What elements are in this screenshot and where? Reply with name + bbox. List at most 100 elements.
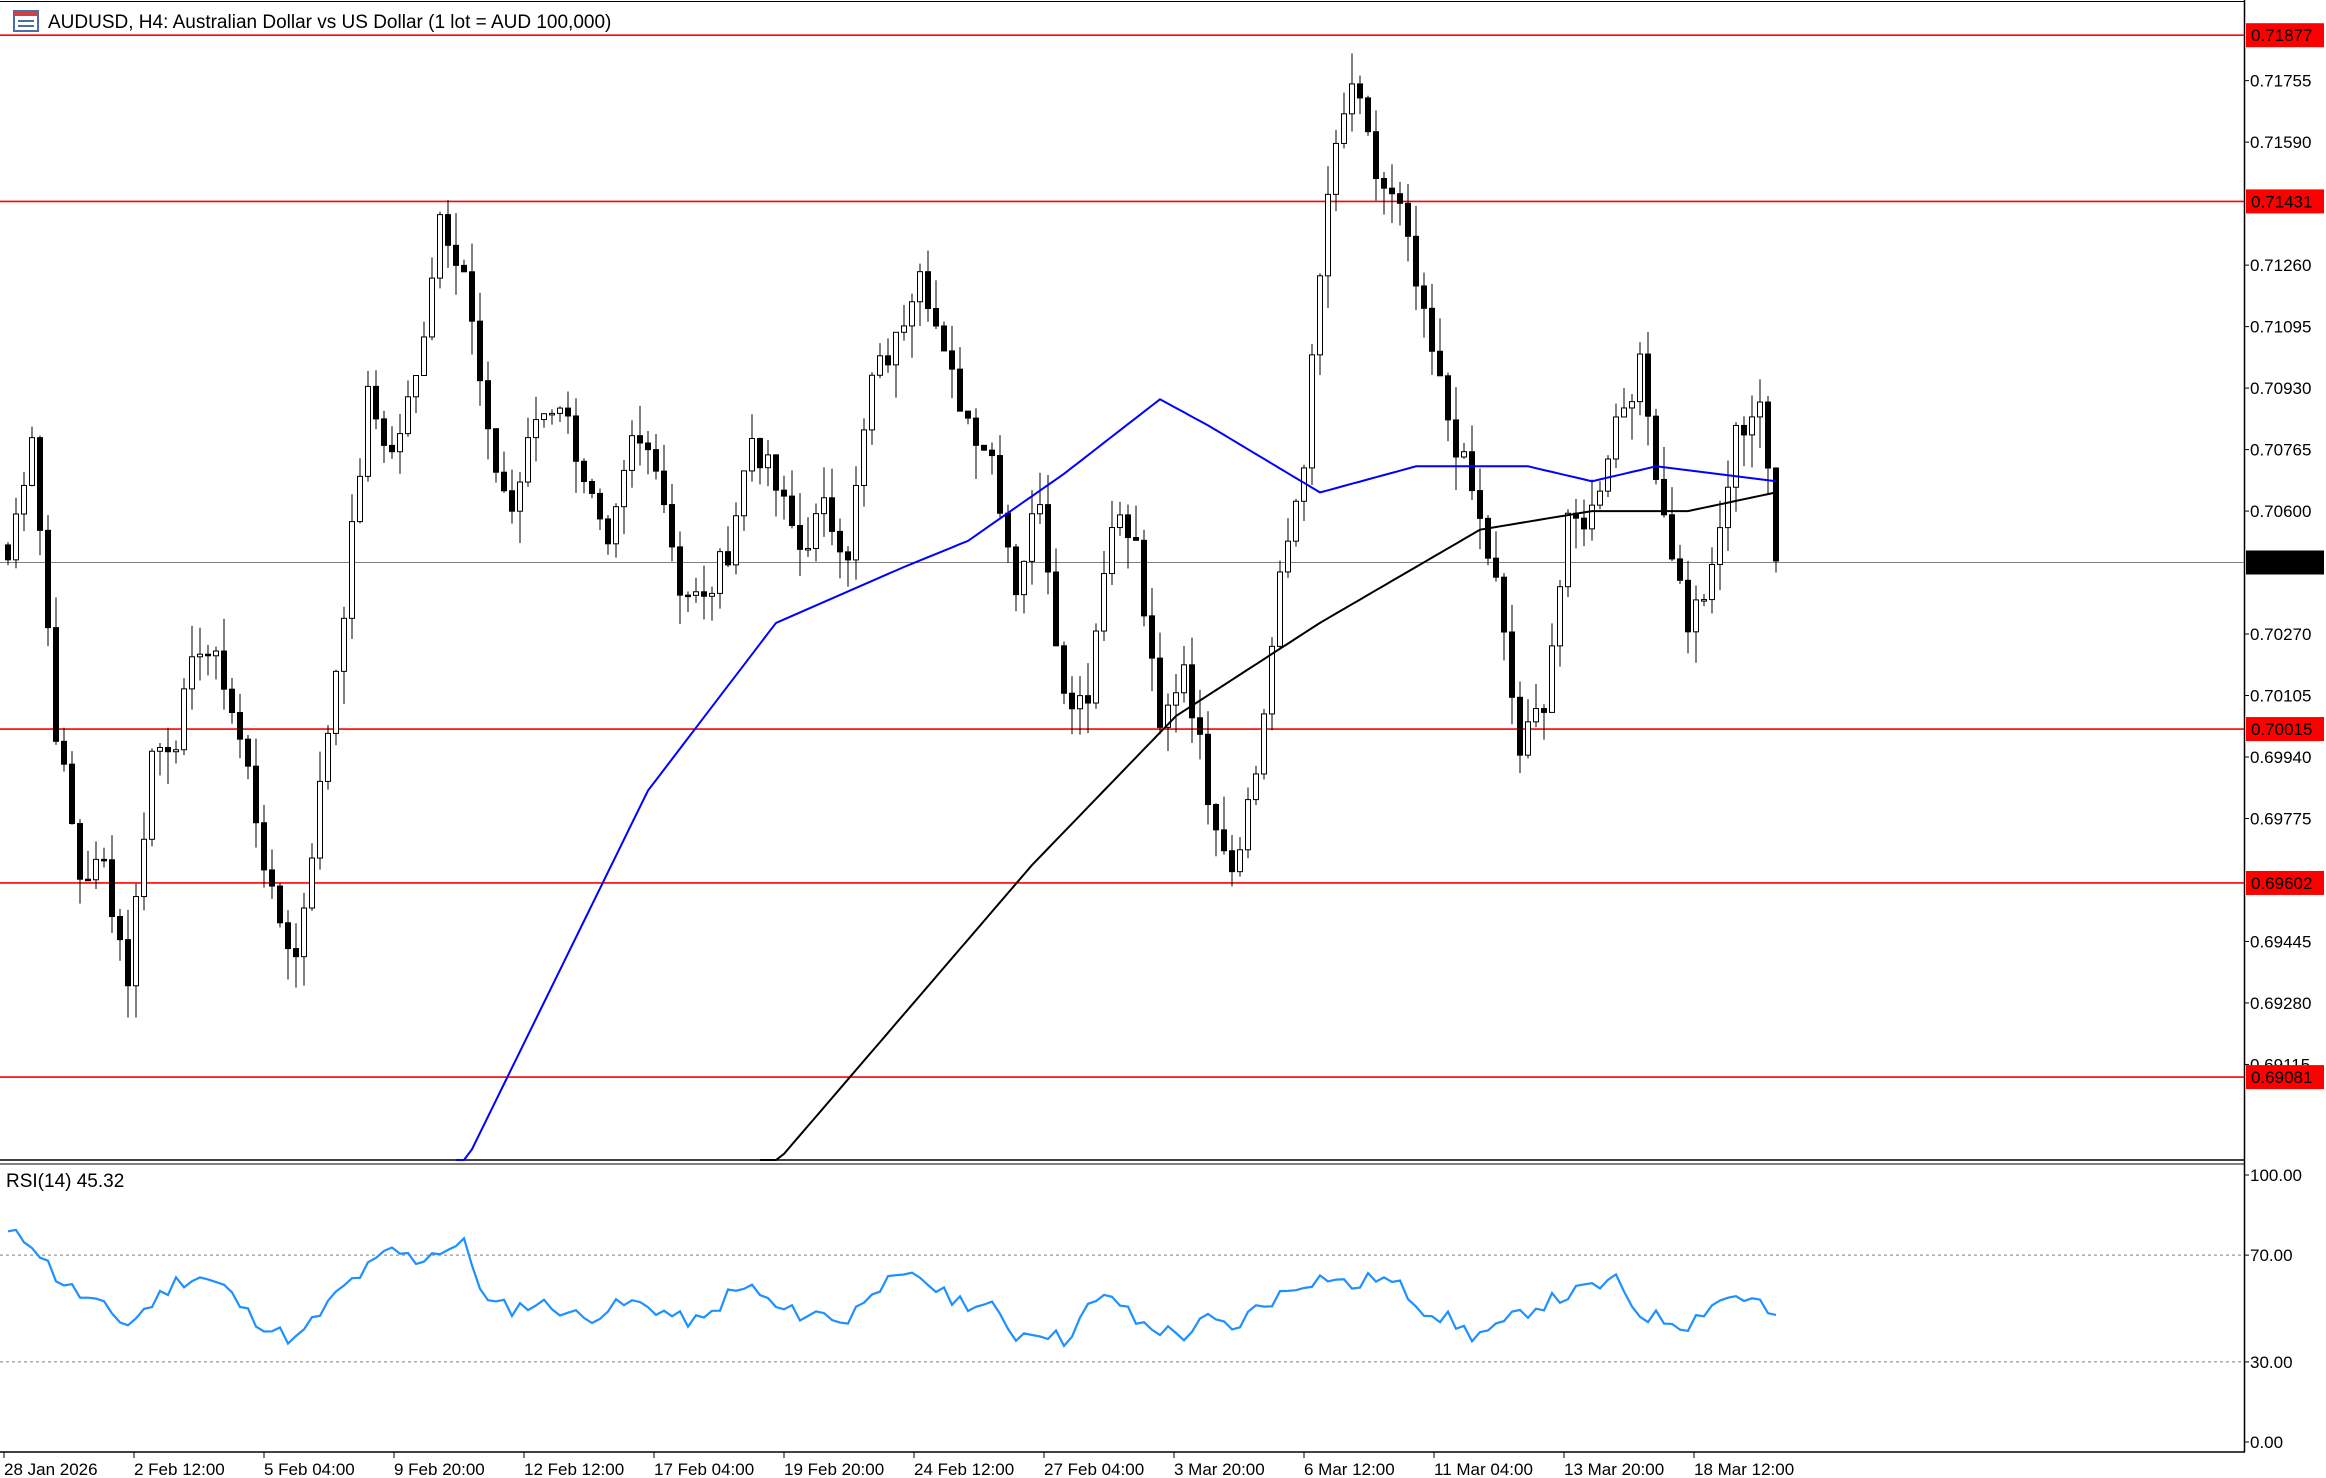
candle-bear xyxy=(501,471,507,492)
candle-bull xyxy=(141,838,147,898)
candle-bear xyxy=(453,244,459,266)
candle-bear xyxy=(69,763,75,825)
rsi-tick-label: 30.00 xyxy=(2250,1353,2293,1372)
candle-bull xyxy=(357,475,363,523)
candle-bull xyxy=(1333,142,1339,195)
candle-bear xyxy=(757,438,763,469)
candle-bear xyxy=(117,916,123,941)
candle-bull xyxy=(917,271,923,303)
rsi-tick-label: 100.00 xyxy=(2250,1166,2302,1185)
candle-bear xyxy=(677,546,683,596)
candle-bear xyxy=(293,948,299,958)
candle-bear xyxy=(53,627,59,742)
candles xyxy=(5,53,1779,1018)
candle-bear xyxy=(1221,829,1227,852)
candle-bull xyxy=(1109,527,1115,575)
candle-bear xyxy=(125,939,131,987)
candle-bull xyxy=(525,437,531,483)
candle-bear xyxy=(1157,657,1163,728)
candle-bull xyxy=(733,515,739,566)
candle-bull xyxy=(621,469,627,508)
candle-bear xyxy=(589,480,595,494)
candle-bear xyxy=(485,380,491,430)
candle-bear xyxy=(1373,131,1379,180)
candle-bear xyxy=(85,878,91,882)
candle-bull xyxy=(333,670,339,734)
candle-bull xyxy=(21,484,27,515)
candle-bull xyxy=(1309,354,1315,469)
candle-bear xyxy=(1429,307,1435,352)
time-tick-label: 13 Mar 20:00 xyxy=(1564,1460,1664,1478)
candle-bull xyxy=(421,336,427,377)
candle-bear xyxy=(1669,514,1675,560)
candle-bear xyxy=(1149,615,1155,659)
level-label: 0.70015 xyxy=(2251,720,2312,739)
candle-bull xyxy=(405,396,411,435)
candle-bull xyxy=(181,688,187,751)
candle-bear xyxy=(1517,696,1523,756)
time-tick-label: 2 Feb 12:00 xyxy=(134,1460,225,1478)
candle-bull xyxy=(1461,451,1467,458)
candle-bear xyxy=(1045,504,1051,573)
candle-bear xyxy=(509,490,515,512)
current-price-badge xyxy=(2246,550,2324,575)
candle-bear xyxy=(997,455,1003,514)
candle-bear xyxy=(645,442,651,451)
candle-bear xyxy=(165,746,171,753)
candle-bull xyxy=(805,547,811,551)
candle-bull xyxy=(133,896,139,987)
candle-bear xyxy=(205,653,211,657)
candle-bull xyxy=(317,780,323,859)
candle-bull xyxy=(1077,695,1083,710)
candle-bull xyxy=(413,375,419,398)
level-label: 0.71877 xyxy=(2251,26,2312,45)
candle-bear xyxy=(493,428,499,473)
candle-bear xyxy=(1069,692,1075,710)
candle-bull xyxy=(1757,401,1763,418)
candle-bear xyxy=(1677,558,1683,581)
candle-bull xyxy=(1565,512,1571,588)
level-badge xyxy=(2246,717,2324,742)
level-badge xyxy=(2246,870,2324,895)
candle-bull xyxy=(1701,599,1707,602)
candle-bull xyxy=(1237,849,1243,873)
candle-bear xyxy=(237,712,243,740)
chart-header: AUDUSD, H4: Australian Dollar vs US Doll… xyxy=(13,10,611,33)
candle-bull xyxy=(1621,407,1627,418)
candle-bear xyxy=(37,437,43,531)
candle-bear xyxy=(285,922,291,950)
candle-bear xyxy=(1381,178,1387,189)
candle-bull xyxy=(213,650,219,657)
candle-bear xyxy=(957,368,963,412)
candle-bear xyxy=(1445,375,1451,421)
candle-bull xyxy=(765,454,771,469)
candle-bear xyxy=(1661,478,1667,516)
moving-averages xyxy=(456,398,1777,1161)
candle-bear xyxy=(989,449,995,457)
candle-bull xyxy=(189,656,195,690)
candle-bull xyxy=(429,277,435,338)
candle-bear xyxy=(981,444,987,451)
candle-bull xyxy=(1549,645,1555,713)
candle-bear xyxy=(965,410,971,419)
candle-bull xyxy=(325,732,331,782)
candle-bull xyxy=(909,301,915,327)
time-tick-label: 24 Feb 12:00 xyxy=(914,1460,1014,1478)
price-tick-label: 0.70600 xyxy=(2250,502,2311,521)
candle-bull xyxy=(1173,692,1179,706)
candle-bear xyxy=(381,418,387,446)
candle-bull xyxy=(1093,630,1099,704)
candle-bull xyxy=(301,907,307,958)
candle-bear xyxy=(1741,424,1747,436)
candle-bull xyxy=(1037,504,1043,515)
candle-bull xyxy=(93,858,99,881)
candle-bear xyxy=(1365,97,1371,133)
candle-bull xyxy=(1253,773,1259,801)
candle-bear xyxy=(229,688,235,714)
candle-bull xyxy=(1029,513,1035,562)
candle-bear xyxy=(1501,576,1507,633)
candle-bear xyxy=(1141,539,1147,617)
candle-bear xyxy=(837,530,843,553)
candle-bear xyxy=(1581,517,1587,530)
